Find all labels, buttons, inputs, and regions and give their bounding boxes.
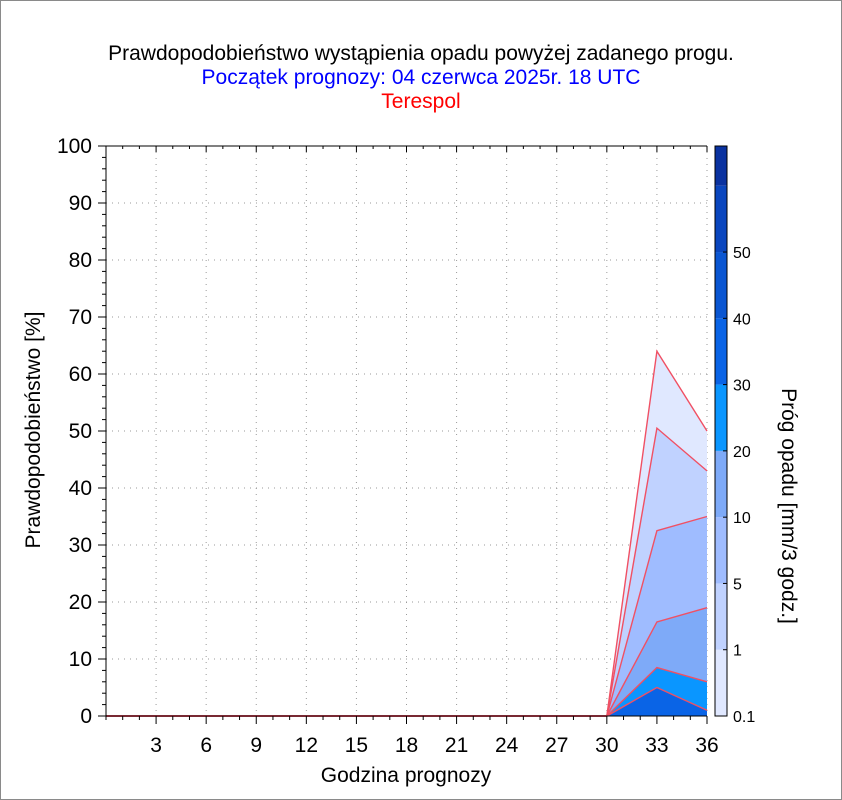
x-tick-label: 9: [250, 734, 262, 757]
x-tick-label: 12: [295, 734, 318, 757]
grid-lines: [106, 145, 708, 717]
x-tick-label: 15: [345, 734, 368, 757]
area-series-30: [106, 687, 707, 716]
colorbar-tick-label: 0.1: [733, 709, 755, 726]
chart-title: Prawdopodobieństwo wystąpienia opadu pow…: [108, 42, 734, 65]
colorbar-segment: [715, 649, 727, 716]
station-name: Terespol: [381, 90, 461, 113]
colorbar-tick-label: 10: [733, 510, 751, 527]
probability-areas: [106, 349, 708, 717]
colorbar-border: [714, 145, 728, 717]
colorbar-segment: [715, 450, 727, 518]
colorbar-segment: [715, 185, 727, 253]
x-tick-label: 33: [645, 734, 668, 757]
x-axis-label: Godzina prognozy: [321, 764, 492, 787]
colorbar-tick-label: 1: [733, 643, 742, 660]
colorbar-segment: [715, 252, 727, 319]
y-tick-label: 30: [69, 534, 92, 557]
colorbar-segment: [715, 384, 727, 451]
x-tick-label: 30: [595, 734, 618, 757]
colorbar-tick-label: 50: [733, 245, 751, 262]
y-tick-label: 50: [69, 420, 92, 443]
colorbar: 0.1 1 5 10 20 30 40 50: [714, 145, 755, 726]
y-tick-label: 20: [69, 591, 92, 614]
chart-subtitle: Początek prognozy: 04 czerwca 2025r. 18 …: [201, 66, 641, 89]
y-tick-label: 100: [57, 135, 92, 158]
y-tick-label: 60: [69, 363, 92, 386]
colorbar-tick-label: 20: [733, 444, 751, 461]
colorbar-segment: [715, 146, 727, 186]
y-tick-label: 80: [69, 249, 92, 272]
x-tick-label: 3: [150, 734, 162, 757]
colorbar-label: Próg opadu [mm/3 godz.]: [777, 388, 800, 624]
colorbar-segment: [715, 517, 727, 584]
x-tick-label: 6: [200, 734, 212, 757]
x-tick-label: 21: [445, 734, 468, 757]
colorbar-segment: [715, 583, 727, 650]
x-tick-label: 18: [395, 734, 418, 757]
y-tick-label: 0: [80, 705, 92, 728]
y-axis-label: Prawdopodobieństwo [%]: [22, 312, 45, 549]
x-tick-label: 24: [495, 734, 519, 757]
y-tick-label: 40: [69, 477, 92, 500]
colorbar-segment: [715, 318, 727, 385]
x-tick-label: 36: [695, 734, 718, 757]
colorbar-tick-label: 30: [733, 378, 751, 395]
y-tick-label: 90: [69, 192, 92, 215]
y-tick-label: 70: [69, 306, 92, 329]
colorbar-tick-label: 5: [733, 576, 742, 593]
colorbar-tick-label: 40: [733, 311, 751, 328]
y-tick-label: 10: [69, 648, 92, 671]
x-tick-label: 27: [545, 734, 568, 757]
